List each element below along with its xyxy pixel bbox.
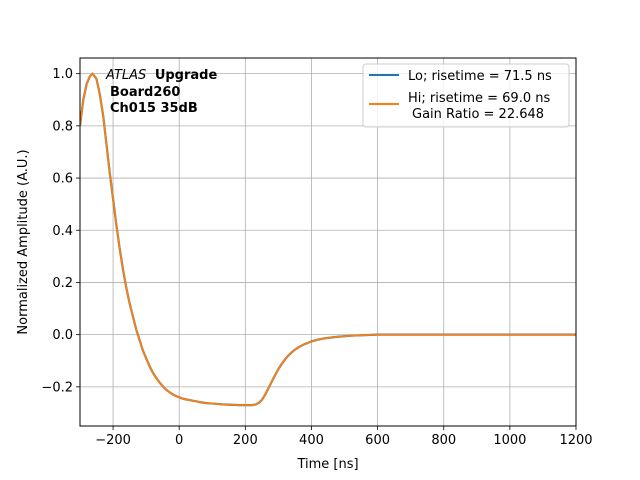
x-tick-label: 200 (233, 433, 258, 448)
series-layer (80, 72, 576, 407)
legend-box (362, 63, 570, 128)
x-tick-label: 800 (431, 433, 456, 448)
legend-label-hi: Hi; risetime = 69.0 ns (408, 91, 550, 106)
y-axis-label: Normalized Amplitude (A.U.) (16, 149, 31, 334)
x-tick-label: 400 (299, 433, 324, 448)
legend-label-lo: Lo; risetime = 71.5 ns (408, 69, 552, 84)
y-tick-label: 1.0 (52, 67, 73, 82)
x-tick-label: 600 (365, 433, 390, 448)
y-tick-label: 0.0 (52, 328, 73, 343)
annotation-board: Board260 (110, 85, 180, 100)
x-tick-label: 0 (175, 433, 183, 448)
legend: Lo; risetime = 71.5 ns Hi; risetime = 69… (362, 63, 570, 128)
x-axis-ticks: −200 0 200 400 600 800 1000 1200 (95, 426, 593, 448)
series-line-hi (80, 72, 576, 407)
y-tick-label: 0.8 (52, 119, 73, 134)
annotation-experiment: ATLAS (105, 68, 146, 83)
legend-label-gain-ratio: Gain Ratio = 22.648 (412, 107, 544, 122)
x-tick-label: 1000 (493, 433, 526, 448)
x-axis-label: Time [ns] (296, 457, 358, 472)
annotation-block: ATLAS Upgrade Board260 Ch015 35dB (105, 68, 217, 116)
y-tick-label: −0.2 (41, 380, 73, 395)
x-tick-label: −200 (95, 433, 131, 448)
y-tick-label: 0.2 (52, 276, 73, 291)
svg-text:ATLAS Upgrade: ATLAS Upgrade (105, 68, 217, 83)
y-tick-label: 0.4 (52, 224, 73, 239)
annotation-channel: Ch015 35dB (110, 101, 198, 116)
plot-frame (79, 57, 577, 427)
annotation-tag: Upgrade (155, 68, 218, 83)
y-tick-label: 0.6 (52, 172, 73, 187)
y-axis-ticks: −0.2 0.0 0.2 0.4 0.6 0.8 1.0 (41, 67, 80, 395)
x-tick-label: 1200 (559, 433, 592, 448)
